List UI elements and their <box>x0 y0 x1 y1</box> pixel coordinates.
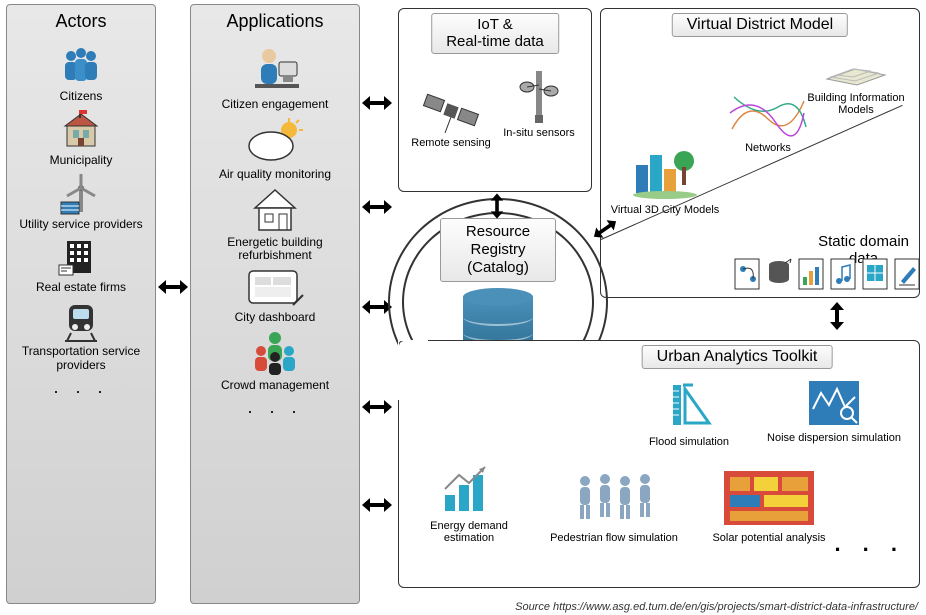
static-data-icons <box>731 257 921 291</box>
uat-label: Pedestrian flow simulation <box>539 532 689 544</box>
crowd-icon <box>247 329 303 377</box>
arrow-app-5 <box>362 498 392 512</box>
iot-remote-sensing: Remote sensing <box>405 87 497 149</box>
arrow-actors-apps <box>158 280 188 294</box>
app-air-quality: Air quality monitoring <box>191 116 359 182</box>
arrow-vdm-uat <box>830 302 844 330</box>
windturbine-icon <box>57 172 105 216</box>
doc-db-icon <box>765 257 793 291</box>
doc-vector-icon <box>733 257 761 291</box>
pedestrians-icon <box>569 471 659 527</box>
house-icon <box>249 186 301 234</box>
app-citizen-engagement: Citizen engagement <box>191 44 359 112</box>
iot-label: In-situ sensors <box>493 127 585 139</box>
ruler-icon <box>663 379 715 431</box>
vdm-networks: Networks <box>713 89 823 154</box>
people-icon <box>57 44 105 88</box>
actor-label: Citizens <box>60 90 103 104</box>
registry-title: Resource Registry (Catalog) <box>440 218 556 282</box>
app-city-dashboard: City dashboard <box>191 267 359 325</box>
wavechart-icon <box>807 379 861 427</box>
uat-ellipsis: . . . <box>834 531 905 557</box>
iot-insitu: In-situ sensors <box>493 67 585 139</box>
actor-label: Utility service providers <box>19 218 142 232</box>
actor-label: Municipality <box>50 154 113 168</box>
barchart-icon <box>439 461 499 515</box>
actor-municipality: Municipality <box>7 108 155 168</box>
actor-transport: Transportation service providers <box>7 299 155 373</box>
arrow-reg-iot <box>491 193 504 218</box>
app-label: City dashboard <box>235 311 316 325</box>
sensor-icon <box>517 67 561 127</box>
iot-label: Remote sensing <box>405 137 497 149</box>
uat-flood: Flood simulation <box>629 379 749 448</box>
actor-label: Transportation service providers <box>11 345 151 373</box>
app-energetic-building: Energetic building refurbishment <box>191 186 359 264</box>
vdm-3dcity: Virtual 3D City Models <box>605 145 725 216</box>
app-crowd-management: Crowd management <box>191 329 359 393</box>
uat-energy: Energy demand estimation <box>409 461 529 544</box>
arrow-app-1 <box>362 96 392 110</box>
arrow-app-4 <box>362 400 392 414</box>
tablet-icon <box>245 267 305 309</box>
network-icon <box>728 89 808 137</box>
doc-grid-icon <box>861 257 889 291</box>
actors-column: Actors Citizens Municipality Utility ser… <box>6 4 156 604</box>
actor-label: Real estate firms <box>36 281 126 295</box>
uat-label: Flood simulation <box>629 436 749 448</box>
arrow-app-2 <box>362 200 392 214</box>
office-icon <box>57 235 105 279</box>
doc-music-icon <box>829 257 857 291</box>
vdm-title: Virtual District Model <box>672 13 848 37</box>
building-icon <box>57 108 105 152</box>
satellite-icon <box>421 87 481 137</box>
train-icon <box>57 299 105 343</box>
registry-block: Resource Registry (Catalog) <box>440 218 556 358</box>
apps-ellipsis: . . . <box>191 397 359 418</box>
actors-title: Actors <box>7 5 155 40</box>
vdm-panel: Virtual District Model Building Informat… <box>600 8 920 298</box>
city3d-icon <box>630 145 700 199</box>
app-label: Air quality monitoring <box>219 168 331 182</box>
applications-column: Applications Citizen engagement Air qual… <box>190 4 360 604</box>
actors-ellipsis: . . . <box>7 377 155 398</box>
app-label: Citizen engagement <box>222 98 329 112</box>
cloud-sun-icon <box>245 116 305 166</box>
uat-solar: Solar potential analysis <box>699 469 839 544</box>
source-text: Source https://www.asg.ed.tum.de/en/gis/… <box>515 601 918 613</box>
apps-title: Applications <box>191 5 359 40</box>
uat-title: Urban Analytics Toolkit <box>642 345 833 369</box>
actor-realestate: Real estate firms <box>7 235 155 295</box>
uat-label: Energy demand estimation <box>409 520 529 544</box>
uat-label: Solar potential analysis <box>699 532 839 544</box>
doc-chart-icon <box>797 257 825 291</box>
uat-label: Noise dispersion simulation <box>759 432 909 444</box>
uat-pedestrian: Pedestrian flow simulation <box>539 471 689 544</box>
bim-icon <box>817 39 895 87</box>
iot-title: IoT &Real-time data <box>431 13 559 54</box>
heatmap-icon <box>722 469 816 527</box>
actor-citizens: Citizens <box>7 44 155 104</box>
app-label: Energetic building refurbishment <box>205 236 345 264</box>
uat-noise: Noise dispersion simulation <box>759 379 909 444</box>
user-desk-icon <box>247 44 303 96</box>
uat-panel: Urban Analytics Toolkit Flood simulation… <box>398 340 920 588</box>
doc-write-icon <box>893 257 921 291</box>
iot-panel: IoT &Real-time data Remote sensing In-si… <box>398 8 592 192</box>
app-label: Crowd management <box>221 379 329 393</box>
actor-utility: Utility service providers <box>7 172 155 232</box>
